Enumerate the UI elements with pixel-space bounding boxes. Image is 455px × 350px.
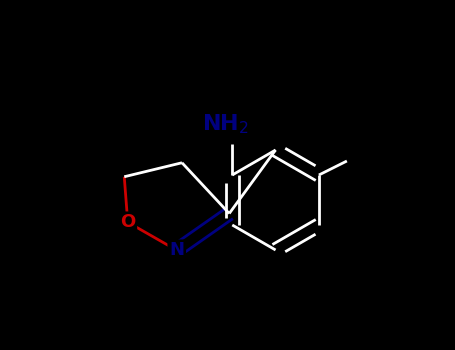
Text: N: N — [169, 241, 184, 259]
Text: NH$_2$: NH$_2$ — [202, 113, 249, 136]
Text: O: O — [120, 213, 136, 231]
